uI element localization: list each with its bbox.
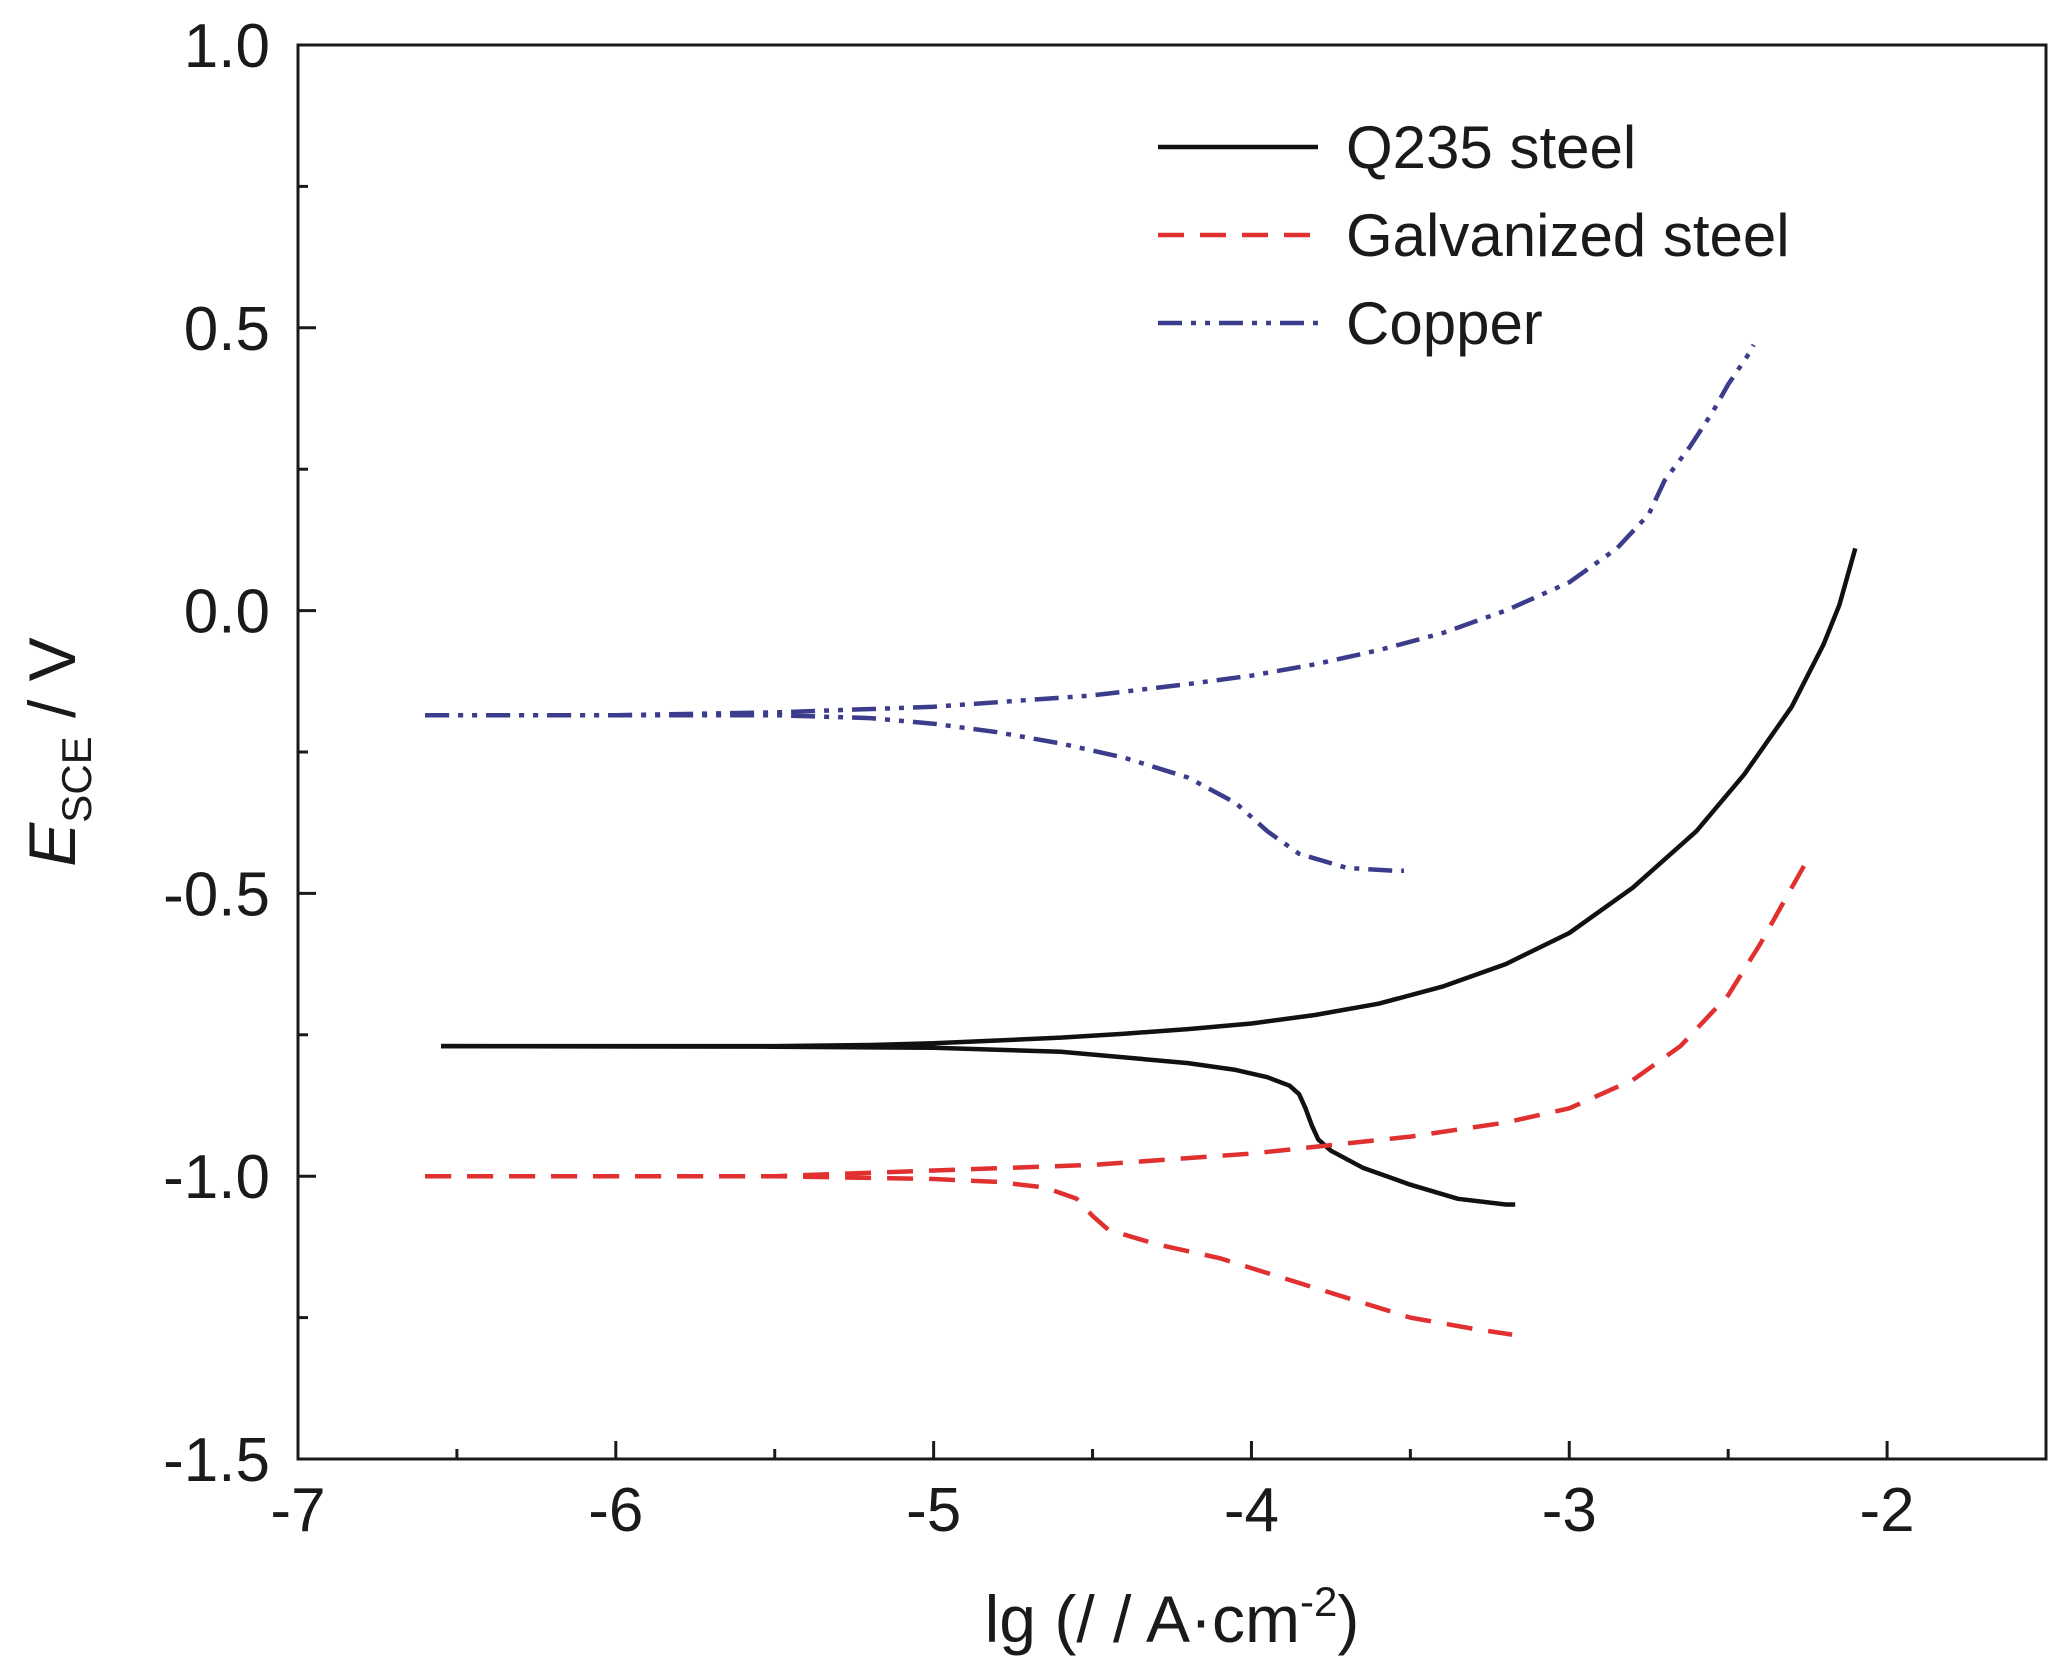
- x-axis-title-superscript: -2: [1300, 1578, 1337, 1625]
- legend-label: Galvanized steel: [1346, 202, 1790, 269]
- x-tick-label: -7: [270, 1476, 325, 1545]
- y-tick-label: 1.0: [184, 12, 270, 81]
- series-line-q235-steel-cathodic: [440, 1043, 1516, 1207]
- y-tick-label: -1.5: [163, 1426, 270, 1495]
- y-axis-title: ESCE / V: [15, 637, 100, 866]
- y-tick-label: -1.0: [163, 1143, 270, 1212]
- axis-ticks: [296, 43, 1889, 1461]
- x-tick-label: -5: [906, 1476, 961, 1545]
- plot-series: [425, 343, 1858, 1337]
- y-tick-label: 0.0: [184, 578, 270, 647]
- series-line-copper-anodic: [425, 343, 1756, 718]
- legend-label: Copper: [1346, 290, 1543, 357]
- y-axis-title-unit: / V: [15, 637, 89, 736]
- tick-labels: -7 -6 -5 -4 -3 -2 -1.5 -1.0 -0.5 0.0 0.5 1.0: [163, 12, 1915, 1545]
- series-line-q235-steel-anodic: [441, 547, 1858, 1049]
- legend: Q235 steel Galvanized steel Copper: [1158, 114, 1790, 357]
- legend-label: Q235 steel: [1346, 114, 1636, 181]
- y-tick-label: -0.5: [163, 860, 270, 929]
- series-line-copper-cathodic: [425, 712, 1404, 874]
- y-axis-title-symbol: E: [15, 822, 89, 867]
- x-tick-label: -4: [1224, 1476, 1279, 1545]
- x-axis-title: lg (/ / A·cm-2): [985, 1578, 1360, 1656]
- series-line-galvanized-steel-cathodic: [425, 1173, 1513, 1337]
- x-tick-label: -3: [1542, 1476, 1597, 1545]
- y-tick-label: 0.5: [184, 295, 270, 364]
- x-axis-title-main: lg (/ / A·cm: [985, 1582, 1300, 1656]
- series-line-galvanized-steel-anodic: [425, 858, 1810, 1179]
- x-axis-title-close: ): [1337, 1582, 1359, 1656]
- x-tick-label: -2: [1860, 1476, 1915, 1545]
- y-axis-title-subscript: SCE: [53, 736, 100, 822]
- x-tick-label: -6: [588, 1476, 643, 1545]
